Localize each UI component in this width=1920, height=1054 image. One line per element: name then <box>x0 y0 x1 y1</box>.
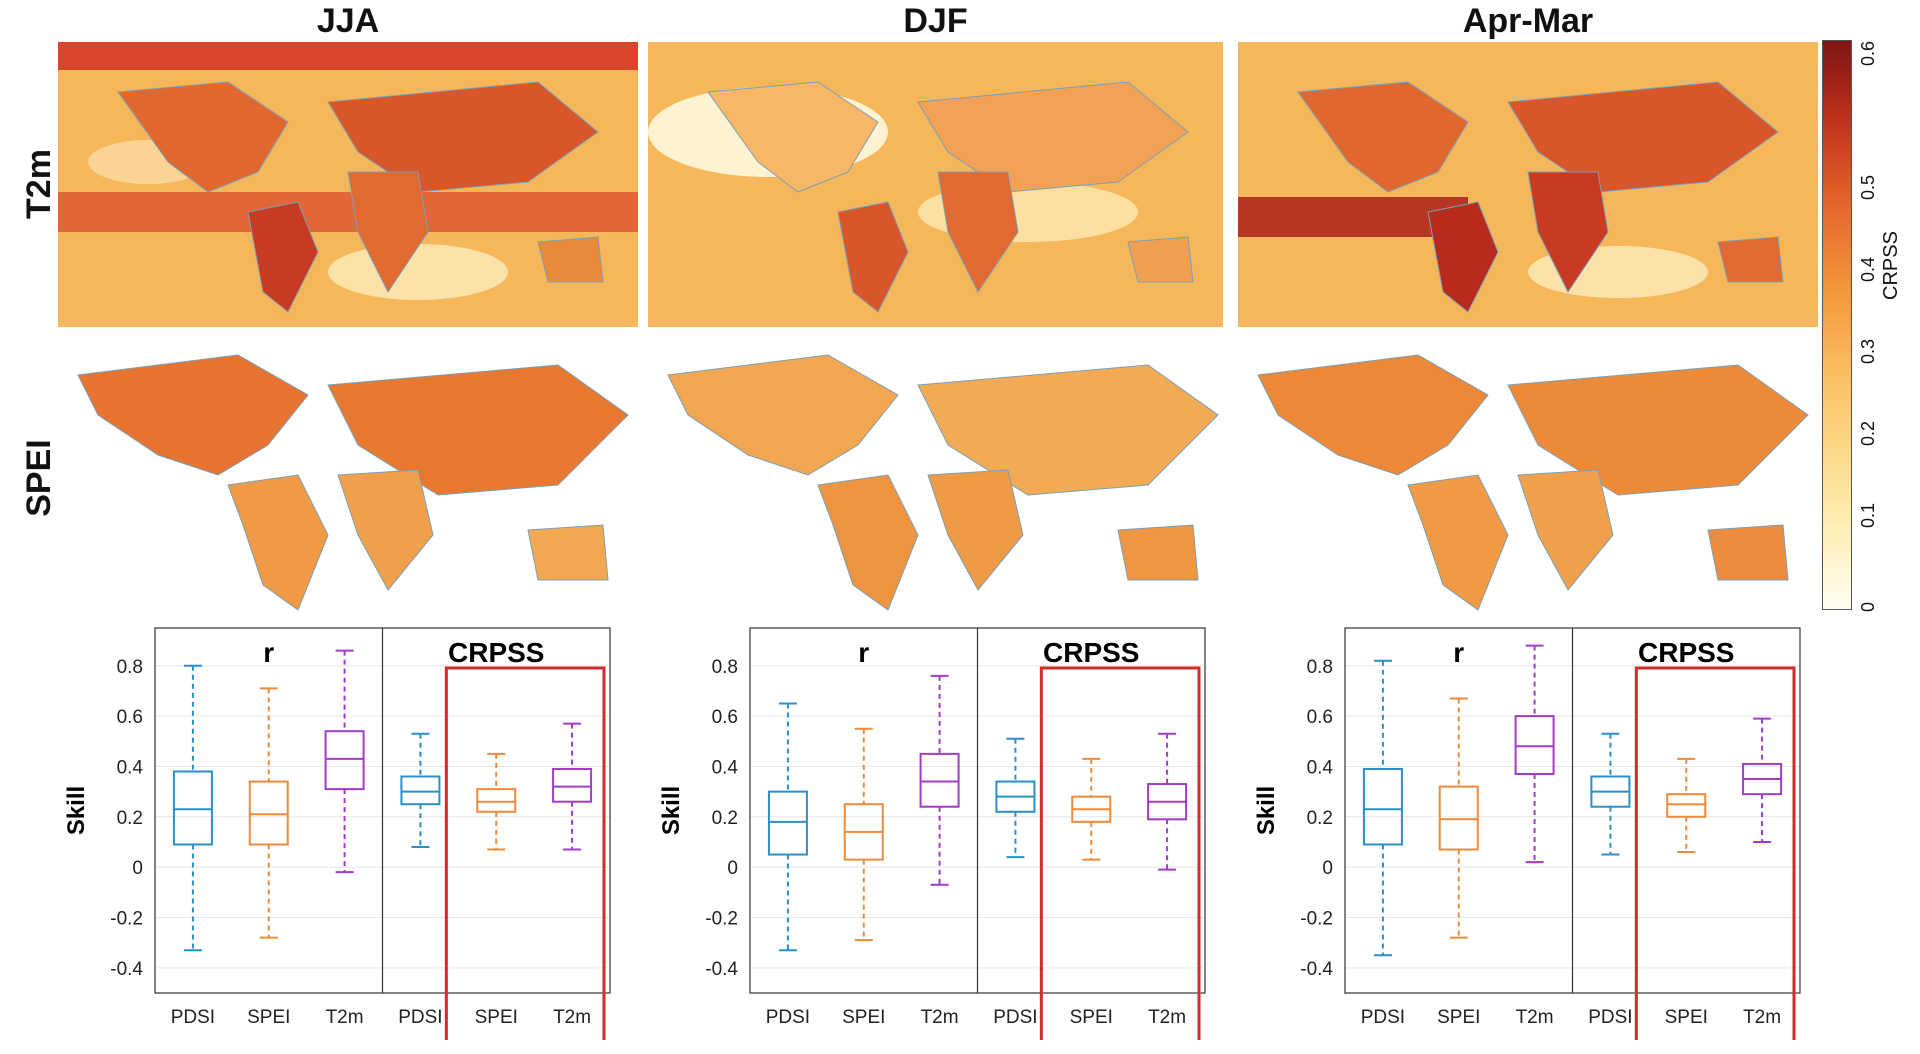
y-tick-label: 0.2 <box>117 808 143 829</box>
spei-map-apr-mar <box>1238 345 1818 615</box>
box-iqr <box>919 752 960 808</box>
t2m-map-apr-mar-svg <box>1238 81 1784 313</box>
t2m-map-djf-svg <box>648 81 1194 313</box>
y-tick-label: 0.8 <box>1307 657 1333 678</box>
colorbar-tick: 0.5 <box>1858 174 1878 200</box>
box-iqr <box>1438 785 1479 851</box>
y-tick-label: 0.6 <box>1307 707 1333 728</box>
colorbar-label: CRPSS <box>1880 231 1902 300</box>
x-tick-label: T2m <box>326 1007 364 1028</box>
highlight-box <box>1039 666 1201 1040</box>
x-tick-label: T2m <box>1743 1007 1781 1028</box>
y-tick-label: -0.2 <box>110 908 143 929</box>
box-iqr <box>248 780 289 846</box>
spei-map-djf <box>648 345 1223 615</box>
colorbar-tick: 0.3 <box>1858 338 1878 364</box>
x-tick-label: PDSI <box>993 1007 1037 1028</box>
box-iqr <box>1362 767 1403 846</box>
box-iqr <box>324 730 365 791</box>
y-tick-label: -0.2 <box>1300 908 1333 929</box>
y-axis-label: Skill <box>658 786 685 835</box>
y-tick-label: 0.8 <box>712 657 738 678</box>
x-tick-label: T2m <box>1148 1007 1186 1028</box>
y-tick-label: -0.2 <box>705 908 738 929</box>
y-tick-label: 0.4 <box>1307 757 1334 778</box>
x-tick-label: SPEI <box>475 1007 518 1028</box>
x-tick-label: SPEI <box>1665 1007 1708 1028</box>
spei-map-djf-svg <box>667 354 1219 611</box>
x-tick-label: PDSI <box>171 1007 215 1028</box>
row-label-spei: SPEI <box>20 439 58 517</box>
x-tick-label: PDSI <box>1588 1007 1632 1028</box>
y-axis-label: Skill <box>1253 786 1280 835</box>
boxplot-djf: -0.4 -0.2 0 0.2 0.4 0.6 0.8 Skill r CRPSS PDSI SPEI… <box>658 627 1206 1040</box>
t2m-map-jja <box>58 42 638 327</box>
highlight-box <box>444 666 606 1040</box>
box-iqr <box>552 767 593 803</box>
group-title-crpss: CRPSS <box>1043 637 1139 668</box>
y-tick-label: -0.4 <box>705 959 738 980</box>
y-tick-label: 0 <box>727 858 738 879</box>
group-title-r: r <box>263 637 274 668</box>
x-tick-label: T2m <box>1516 1007 1554 1028</box>
colorbar <box>1822 40 1852 610</box>
x-tick-label: SPEI <box>1070 1007 1113 1028</box>
y-tick-label: 0 <box>132 858 143 879</box>
colorbar-tick: 0 <box>1858 601 1878 612</box>
x-tick-label: PDSI <box>1361 1007 1405 1028</box>
box-iqr <box>476 788 517 813</box>
t2m-map-jja-svg <box>58 42 638 313</box>
group-title-r: r <box>858 637 869 668</box>
box-iqr <box>400 775 441 806</box>
colorbar-tick: 0.6 <box>1858 40 1878 66</box>
spei-map-jja <box>58 345 638 615</box>
y-tick-label: 0.6 <box>712 707 738 728</box>
spei-map-apr-mar-svg <box>1257 354 1809 611</box>
x-tick-label: PDSI <box>766 1007 810 1028</box>
spei-map-jja-svg <box>77 354 629 611</box>
y-tick-label: -0.4 <box>1300 959 1333 980</box>
t2m-map-djf <box>648 42 1223 327</box>
y-tick-label: 0 <box>1322 858 1333 879</box>
x-tick-label: SPEI <box>1437 1007 1480 1028</box>
y-tick-label: 0.2 <box>1307 808 1333 829</box>
colorbar-tick: 0.4 <box>1858 256 1878 282</box>
x-tick-label: T2m <box>553 1007 591 1028</box>
group-title-crpss: CRPSS <box>1638 637 1734 668</box>
boxplot-apr-mar: -0.4 -0.2 0 0.2 0.4 0.6 0.8 Skill r CRPSS PDSI SPEI… <box>1253 627 1801 1040</box>
box-iqr <box>1666 793 1707 818</box>
x-tick-label: SPEI <box>842 1007 885 1028</box>
y-tick-label: 0.8 <box>117 657 143 678</box>
y-tick-label: 0.4 <box>117 757 144 778</box>
group-title-crpss: CRPSS <box>448 637 544 668</box>
x-tick-label: T2m <box>921 1007 959 1028</box>
y-tick-label: -0.4 <box>110 959 143 980</box>
x-tick-label: SPEI <box>247 1007 290 1028</box>
column-title-djf: DJF <box>903 2 968 40</box>
y-axis-label: Skill <box>63 786 90 835</box>
box-iqr <box>172 770 213 846</box>
colorbar-tick: 0.1 <box>1858 502 1878 528</box>
colorbar-tick: 0.2 <box>1858 420 1878 446</box>
highlight-box <box>1634 666 1796 1040</box>
t2m-map-apr-mar <box>1238 42 1818 327</box>
column-title-jja: JJA <box>316 2 380 40</box>
box-iqr <box>1514 715 1555 775</box>
y-tick-label: 0.2 <box>712 808 738 829</box>
group-title-r: r <box>1453 637 1464 668</box>
box-iqr <box>767 790 808 856</box>
row-label-t2m: T2m <box>20 149 58 219</box>
boxplot-jja: -0.4 -0.2 0 0.2 0.4 0.6 0.8 Skill r CRPSS PDSI SPEI… <box>63 627 611 1040</box>
x-tick-label: PDSI <box>398 1007 442 1028</box>
y-tick-label: 0.4 <box>712 757 739 778</box>
y-tick-label: 0.6 <box>117 707 143 728</box>
column-title-apr-mar: Apr-Mar <box>1462 2 1594 40</box>
